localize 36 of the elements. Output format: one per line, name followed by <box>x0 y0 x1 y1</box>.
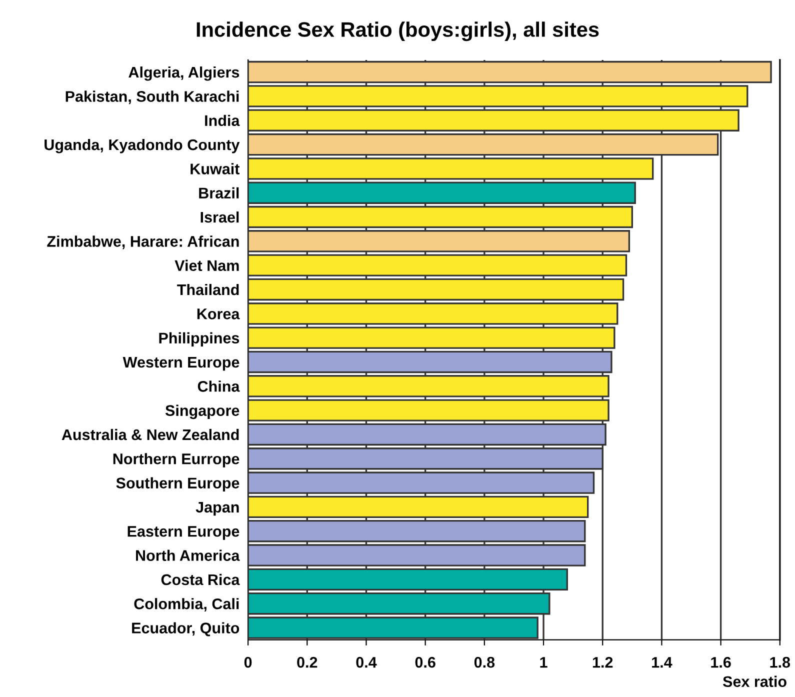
y-tick-label: Costa Rica <box>161 574 240 586</box>
y-tick-label: Australia & New Zealand <box>62 428 239 440</box>
y-tick-label: Pakistan, South Karachi <box>66 90 239 104</box>
chart-title: Incidence Sex Ratio (boys:girls), all sites <box>196 22 599 42</box>
y-tick-label: Thailand <box>177 284 239 296</box>
y-tick-label: Western Europe <box>122 357 240 371</box>
x-tick-label: 0.6 <box>415 656 436 668</box>
y-tick-label: Viet Nam <box>174 260 239 272</box>
y-tick-label: Philippines <box>159 332 240 347</box>
y-tick-label: India <box>205 114 240 126</box>
x-tick-label: 0.4 <box>356 656 377 668</box>
x-tick-label: 1.8 <box>770 656 790 668</box>
x-tick-label: 1.2 <box>592 656 613 668</box>
y-tick-label: Korea <box>197 308 240 320</box>
x-tick-label: 0.2 <box>297 656 318 668</box>
y-tick-label: Brazil <box>199 187 239 199</box>
x-axis-title: Sex ratio <box>722 676 786 688</box>
y-tick-label: Zimbabwe, Harare: African <box>47 236 239 250</box>
y-tick-label: Singapore <box>165 404 240 420</box>
y-tick-label: Eastern Europe <box>128 526 240 540</box>
x-tick-label: 0 <box>244 656 252 668</box>
y-tick-label: Kuwait <box>190 163 240 174</box>
y-tick-label: Algeria, Algiers <box>128 66 240 81</box>
y-tick-label: China <box>198 380 240 392</box>
y-tick-label: Uganda, Kyadondo County <box>44 138 240 154</box>
y-tick-label: Israel <box>200 211 239 223</box>
y-tick-label: North America <box>136 550 240 561</box>
y-tick-label: Northern Eurrope <box>113 453 240 468</box>
y-tick-label: Colombia, Cali <box>134 598 239 612</box>
x-tick-label: 1.4 <box>652 657 672 668</box>
y-tick-label: Japan <box>196 502 239 516</box>
x-tick-label: 0.8 <box>474 656 495 668</box>
y-tick-label: Ecuador, Quito <box>132 622 240 636</box>
x-tick-label: 1 <box>540 657 548 668</box>
x-tick-label: 1.6 <box>711 656 731 668</box>
y-tick-label: Southern Europe <box>116 477 240 492</box>
